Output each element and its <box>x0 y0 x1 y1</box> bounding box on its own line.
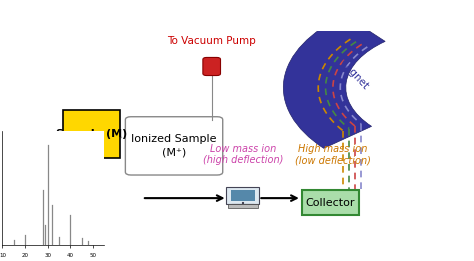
FancyBboxPatch shape <box>203 57 220 75</box>
Text: (M⁺): (M⁺) <box>162 148 186 158</box>
FancyBboxPatch shape <box>63 110 120 158</box>
Text: Sample (M): Sample (M) <box>56 129 127 139</box>
Wedge shape <box>283 15 385 148</box>
FancyBboxPatch shape <box>227 187 259 204</box>
Bar <box>231 190 255 201</box>
Text: High mass ion
(low deflection): High mass ion (low deflection) <box>295 144 371 165</box>
Text: Magnet: Magnet <box>336 56 370 91</box>
Text: Collector: Collector <box>305 198 355 208</box>
Text: Ionized Sample: Ionized Sample <box>131 134 217 144</box>
Text: To Vacuum Pump: To Vacuum Pump <box>167 36 256 46</box>
FancyBboxPatch shape <box>301 190 359 215</box>
FancyBboxPatch shape <box>125 117 223 175</box>
Text: Low mass ion
(high deflection): Low mass ion (high deflection) <box>203 144 283 165</box>
FancyBboxPatch shape <box>228 204 258 207</box>
